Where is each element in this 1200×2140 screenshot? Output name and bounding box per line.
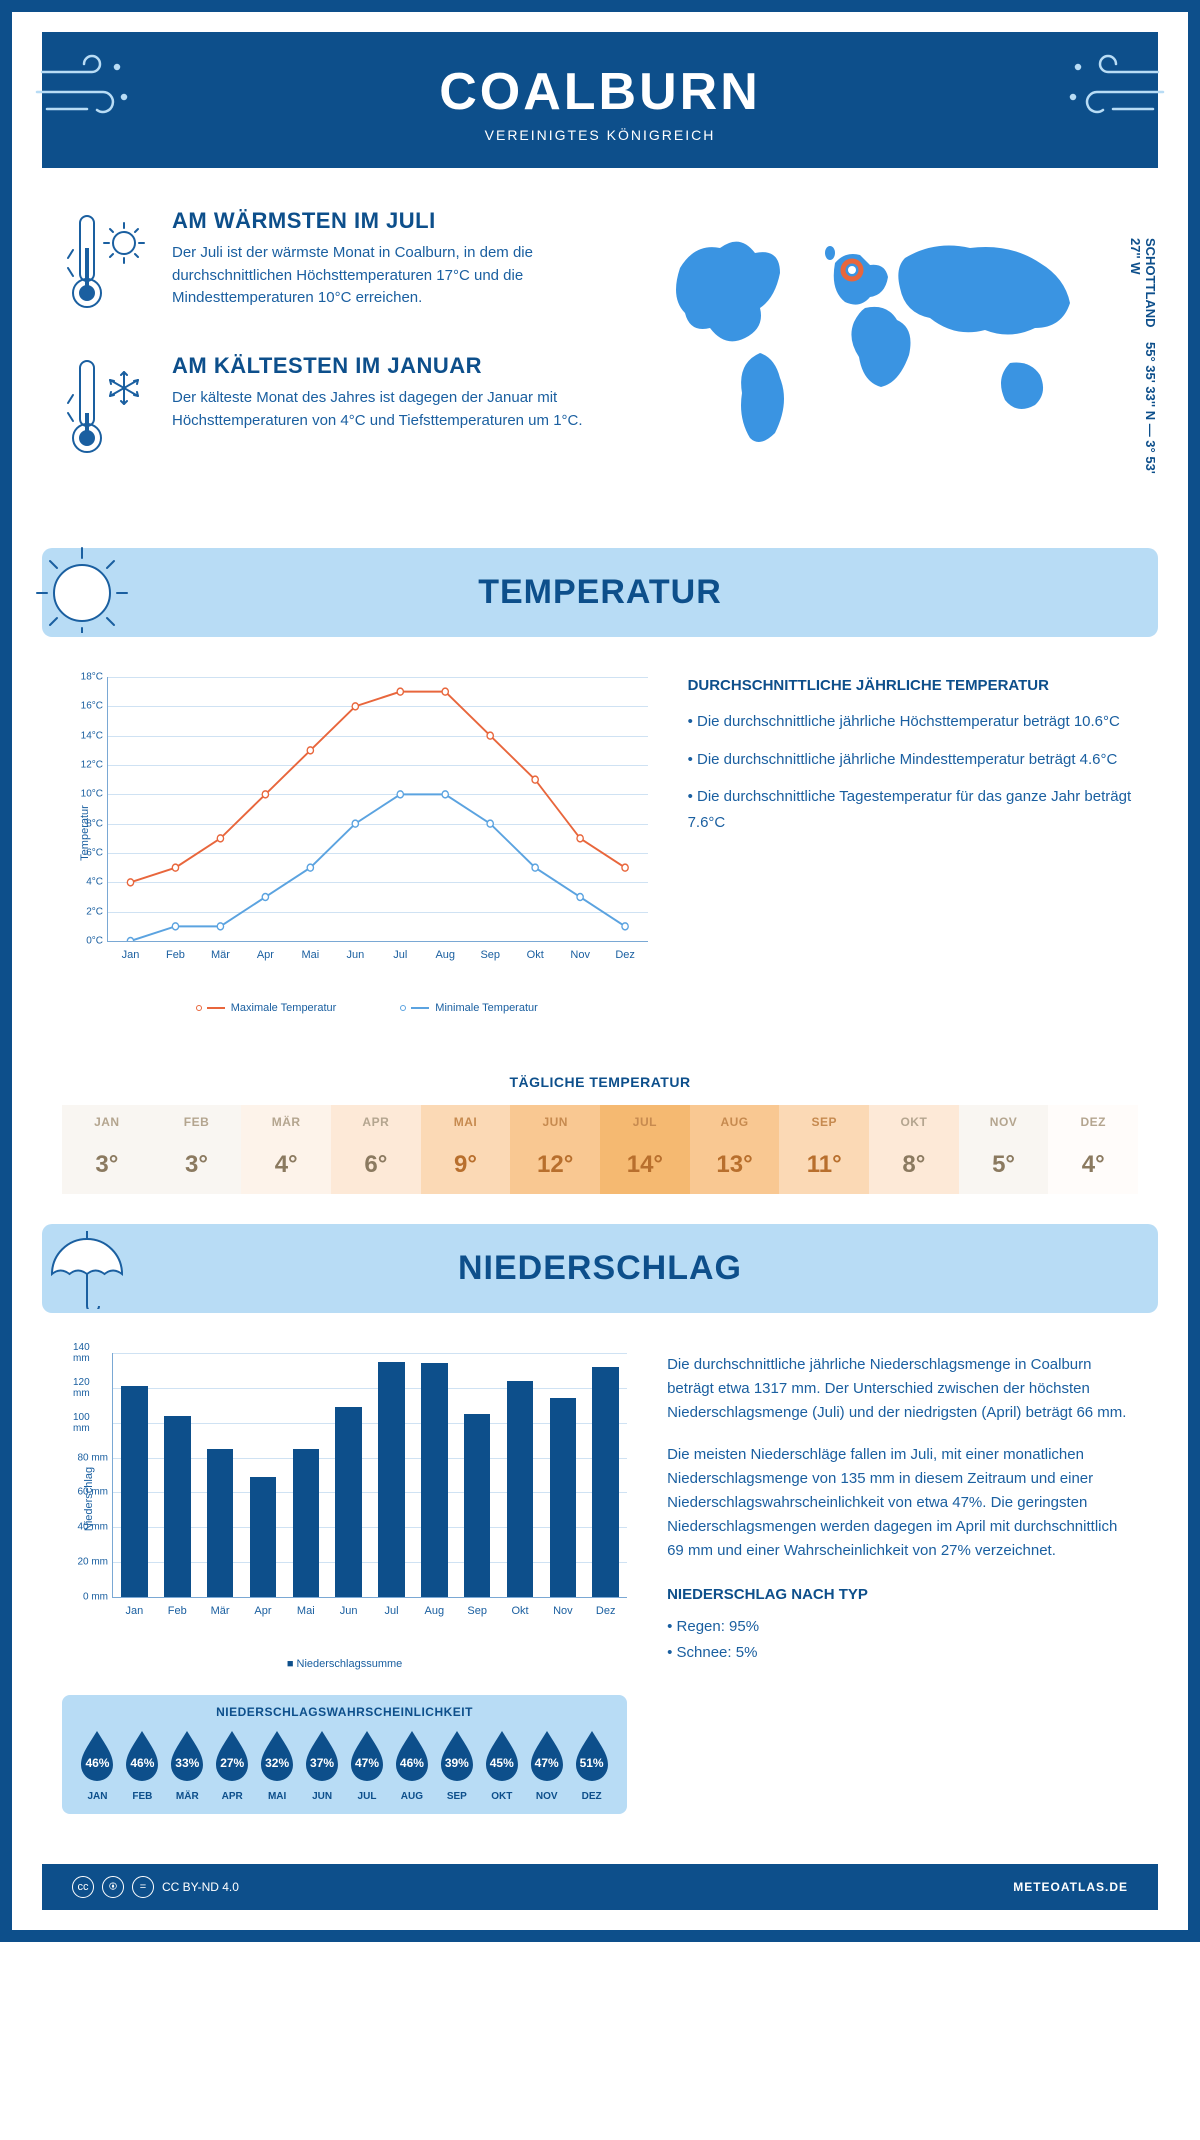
- coldest-fact: AM KÄLTESTEN IM JANUAR Der kälteste Mona…: [62, 353, 610, 468]
- precipitation-header: NIEDERSCHLAG: [42, 1224, 1158, 1313]
- cc-icon: cc: [72, 1876, 94, 1898]
- nd-icon: =: [132, 1876, 154, 1898]
- warmest-title: AM WÄRMSTEN IM JULI: [172, 208, 610, 234]
- temperature-header: TEMPERATUR: [42, 548, 1158, 637]
- probability-drop: 33% MÄR: [167, 1729, 208, 1802]
- wind-icon: [32, 47, 142, 142]
- daily-temp-table: JAN 3° FEB 3° MÄR 4° APR 6° MAI 9° JUN 1…: [62, 1105, 1138, 1194]
- probability-drop: 47% JUL: [347, 1729, 388, 1802]
- probability-drop: 51% DEZ: [571, 1729, 612, 1802]
- temperature-info: DURCHSCHNITTLICHE JÄHRLICHE TEMPERATUR •…: [688, 677, 1138, 1014]
- daily-cell: DEZ 4°: [1048, 1105, 1138, 1194]
- warmest-fact: AM WÄRMSTEN IM JULI Der Juli ist der wär…: [62, 208, 610, 323]
- daily-cell: JUN 12°: [510, 1105, 600, 1194]
- footer: cc 🅯 = CC BY-ND 4.0 METEOATLAS.DE: [42, 1864, 1158, 1910]
- coldest-text: Der kälteste Monat des Jahres ist dagege…: [172, 387, 610, 432]
- precipitation-bar-chart: Niederschlag 0 mm20 mm40 mm60 mm80 mm100…: [62, 1353, 627, 1633]
- coordinates: SCHOTTLAND 55° 35' 33'' N — 3° 53' 27'' …: [1128, 238, 1158, 498]
- probability-drop: 46% FEB: [122, 1729, 163, 1802]
- site-name: METEOATLAS.DE: [1013, 1880, 1128, 1894]
- sun-icon: [32, 538, 142, 653]
- probability-strip: NIEDERSCHLAGSWAHRSCHEINLICHKEIT 46% JAN …: [62, 1695, 627, 1814]
- wind-icon: [1058, 47, 1168, 142]
- daily-cell: MAI 9°: [421, 1105, 511, 1194]
- precipitation-info: Die durchschnittliche jährliche Niedersc…: [667, 1353, 1138, 1814]
- coldest-title: AM KÄLTESTEN IM JANUAR: [172, 353, 610, 379]
- thermometer-sun-icon: [62, 208, 152, 323]
- daily-cell: NOV 5°: [959, 1105, 1049, 1194]
- bar-legend: Niederschlagssumme: [62, 1658, 627, 1670]
- temperature-line-chart: Temperatur 0°C2°C4°C6°C8°C10°C12°C14°C16…: [62, 677, 648, 1014]
- probability-drop: 32% MAI: [257, 1729, 298, 1802]
- probability-drop: 45% OKT: [481, 1729, 522, 1802]
- probability-drop: 39% SEP: [436, 1729, 477, 1802]
- page-title: COALBURN: [42, 62, 1158, 122]
- daily-cell: OKT 8°: [869, 1105, 959, 1194]
- header-banner: COALBURN VEREINIGTES KÖNIGREICH: [42, 32, 1158, 168]
- summary-section: AM WÄRMSTEN IM JULI Der Juli ist der wär…: [12, 168, 1188, 528]
- chart-legend: Maximale Temperatur Minimale Temperatur: [62, 1002, 648, 1014]
- probability-drop: 27% APR: [212, 1729, 253, 1802]
- section-title: TEMPERATUR: [42, 573, 1158, 612]
- by-icon: 🅯: [102, 1876, 124, 1898]
- daily-temp-title: TÄGLICHE TEMPERATUR: [12, 1074, 1188, 1090]
- daily-cell: AUG 13°: [690, 1105, 780, 1194]
- daily-cell: APR 6°: [331, 1105, 421, 1194]
- probability-drop: 47% NOV: [526, 1729, 567, 1802]
- daily-cell: MÄR 4°: [241, 1105, 331, 1194]
- thermometer-snow-icon: [62, 353, 152, 468]
- warmest-text: Der Juli ist der wärmste Monat in Coalbu…: [172, 242, 610, 310]
- license: cc 🅯 = CC BY-ND 4.0: [72, 1876, 239, 1898]
- daily-cell: FEB 3°: [152, 1105, 242, 1194]
- page-subtitle: VEREINIGTES KÖNIGREICH: [42, 127, 1158, 143]
- probability-drop: 37% JUN: [302, 1729, 343, 1802]
- daily-cell: JUL 14°: [600, 1105, 690, 1194]
- probability-drop: 46% AUG: [391, 1729, 432, 1802]
- daily-cell: JAN 3°: [62, 1105, 152, 1194]
- section-title: NIEDERSCHLAG: [42, 1249, 1158, 1288]
- world-map: [640, 208, 1138, 463]
- daily-cell: SEP 11°: [779, 1105, 869, 1194]
- umbrella-icon: [32, 1214, 142, 1329]
- probability-drop: 46% JAN: [77, 1729, 118, 1802]
